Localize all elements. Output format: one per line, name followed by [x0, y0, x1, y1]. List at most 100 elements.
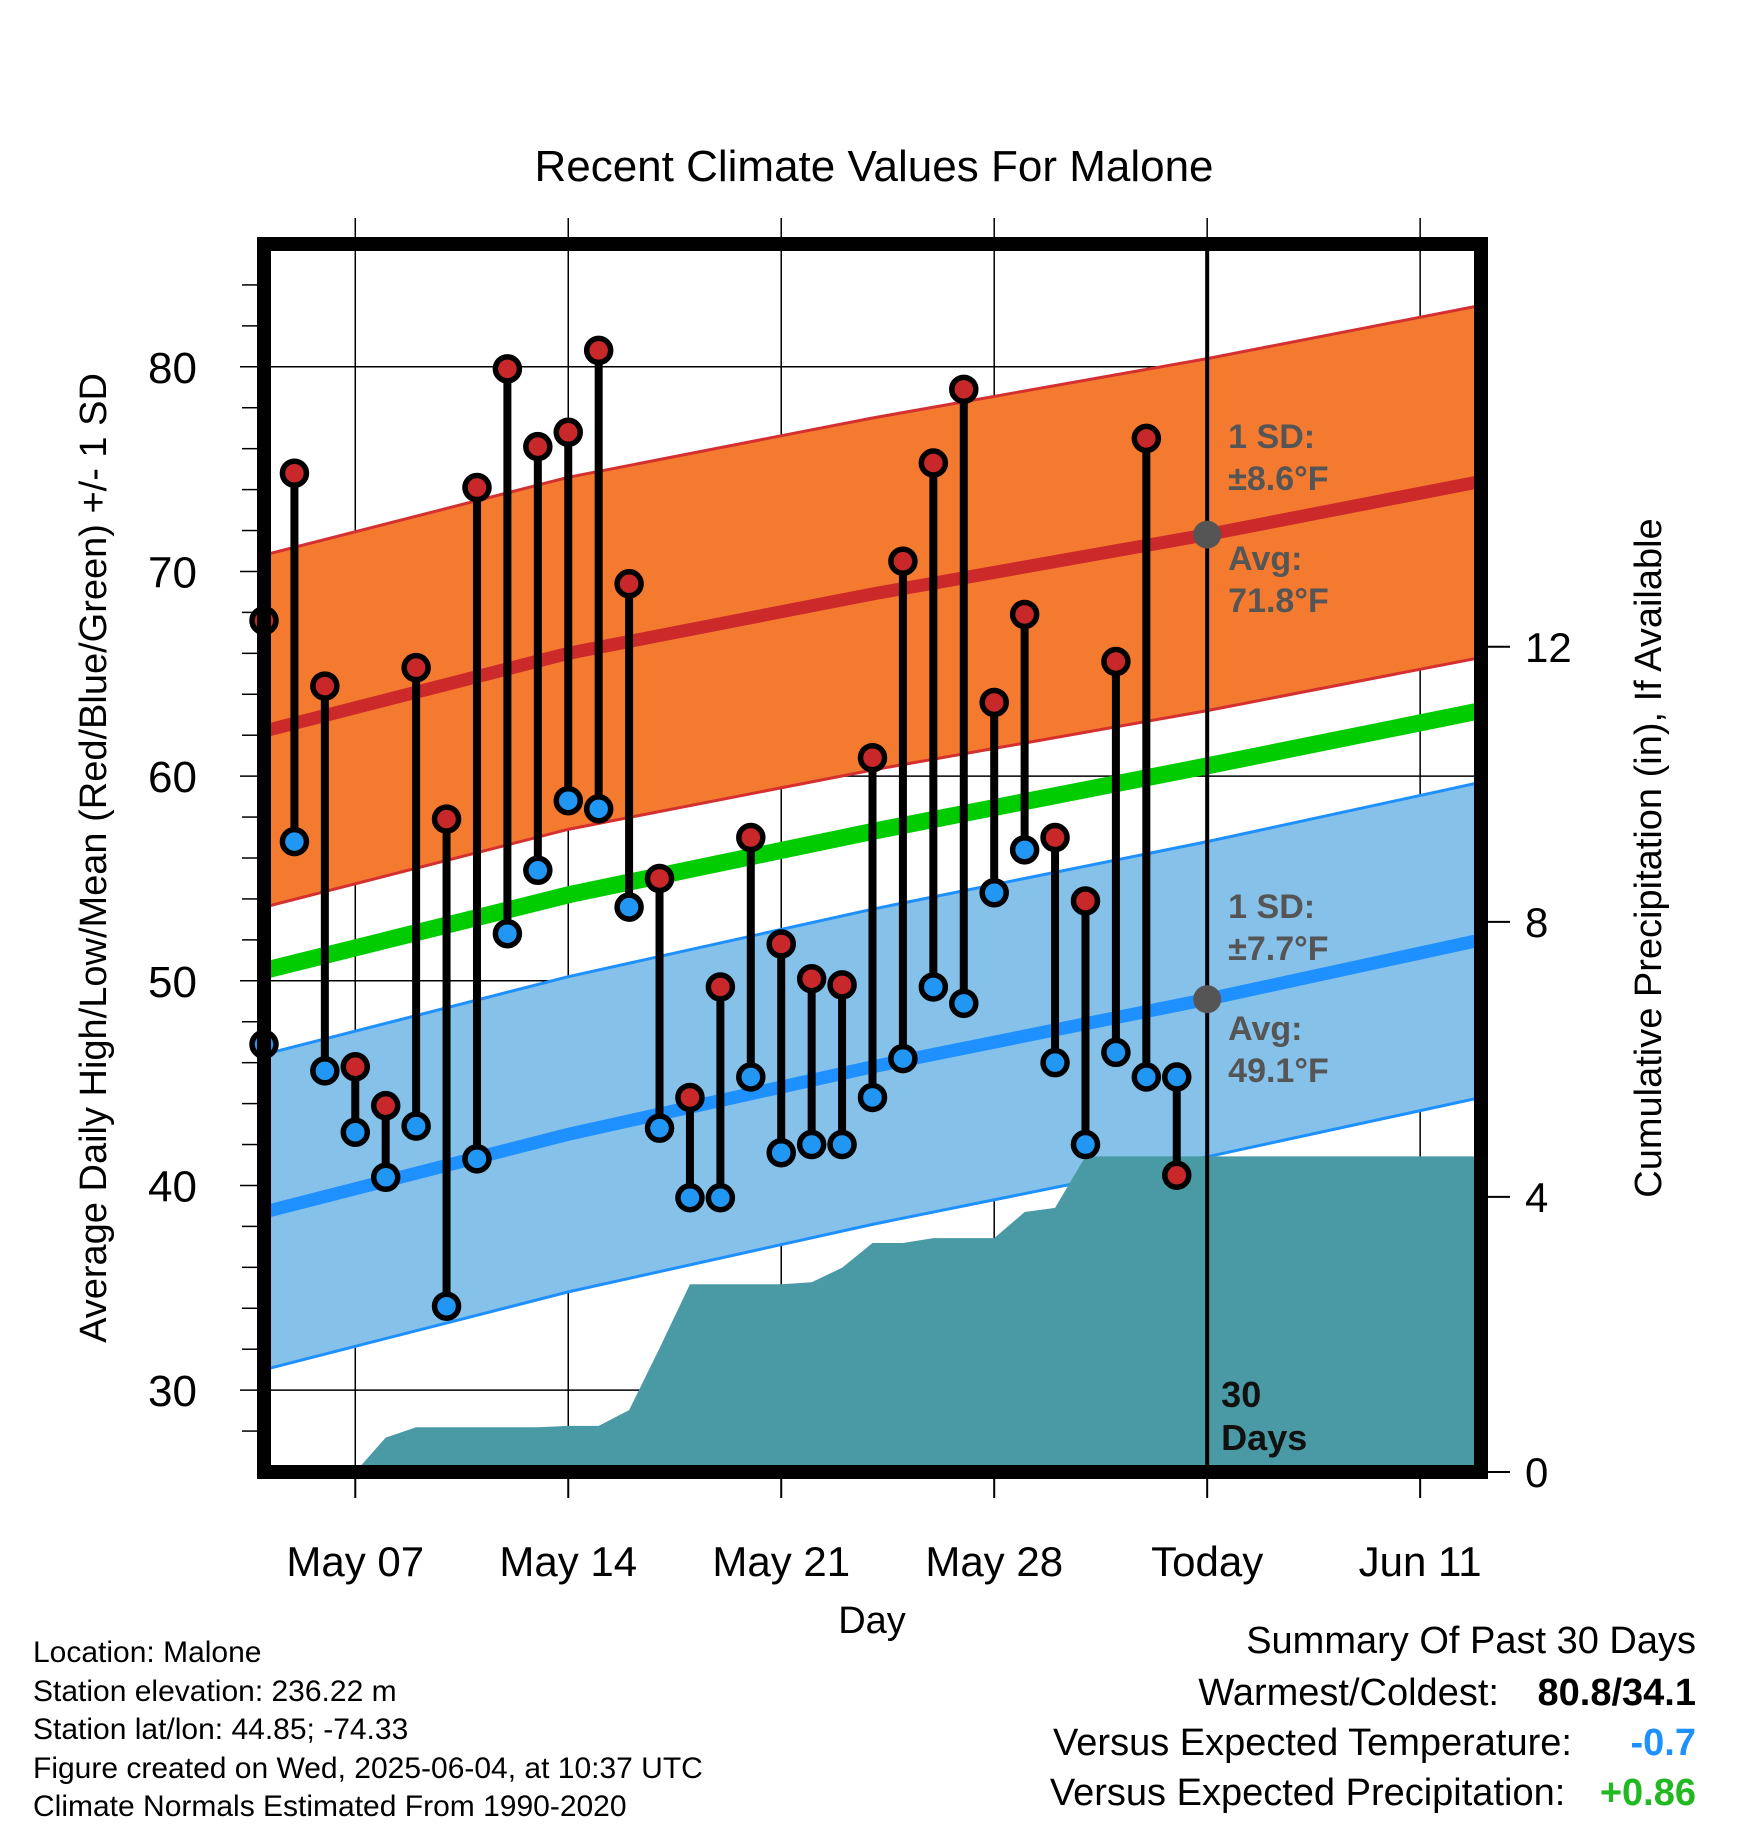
today-label: 30 Days — [1221, 1374, 1307, 1458]
low-temp-point — [1131, 1062, 1162, 1092]
low-sd-annotation: 1 SD: ±7.7°F — [1228, 888, 1328, 968]
high-temp-point — [736, 822, 766, 853]
high-temp-point — [462, 472, 492, 503]
latlon-text: Station lat/lon: 44.85; -74.33 — [33, 1713, 409, 1746]
high-temp-point — [1070, 886, 1101, 916]
x-tick-label: Today — [1151, 1538, 1263, 1585]
y2-tick-label: 8 — [1525, 899, 1548, 946]
x-tick-label: May 21 — [712, 1538, 850, 1585]
elevation-text: Station elevation: 236.22 m — [33, 1674, 397, 1708]
low-temp-point — [1040, 1047, 1070, 1078]
warmest-label: Warmest/Coldest: — [1198, 1672, 1499, 1714]
high-temp-point — [1101, 646, 1131, 677]
station-info: Location: Malone Station elevation: 236.… — [33, 1634, 703, 1827]
summary-title: Summary Of Past 30 Days — [1246, 1620, 1696, 1662]
y-tick-label: 70 — [148, 548, 197, 597]
y2-tick-label: 0 — [1525, 1449, 1548, 1496]
low-temp-point — [1009, 835, 1040, 865]
low-temp-point — [614, 892, 644, 922]
precipitation-area — [355, 1156, 1481, 1472]
low-temp-point — [766, 1137, 796, 1168]
low-temp-point — [553, 785, 583, 816]
high-sd-annotation: 1 SD: ±8.6°F — [1228, 418, 1328, 498]
y-tick-label: 50 — [148, 958, 197, 1007]
summary-temperature: Versus Expected Temperature: -0.7 — [1053, 1722, 1696, 1765]
high-temp-point — [583, 335, 614, 366]
location-text: Location: Malone — [33, 1636, 262, 1669]
low-temp-point — [796, 1129, 827, 1160]
y-tick-label: 30 — [148, 1367, 197, 1416]
low-temp-point — [857, 1082, 888, 1113]
high-temp-point — [705, 972, 736, 1002]
high-temp-point — [644, 863, 675, 894]
low-temp-point — [949, 988, 979, 1019]
low-temp-point — [370, 1162, 401, 1193]
summary-precipitation: Versus Expected Precipitation: +0.86 — [1050, 1772, 1696, 1815]
high-temp-point — [979, 687, 1009, 718]
summary-panel: Summary Of Past 30 Days Warmest/Coldest:… — [796, 1620, 1696, 1820]
high-temp-point — [1162, 1160, 1192, 1190]
y-tick-label: 60 — [148, 753, 197, 802]
daily-temperature-series — [249, 335, 1192, 1321]
created-text: Figure created on Wed, 2025-06-04, at 10… — [33, 1751, 703, 1785]
high-temp-point — [310, 671, 340, 701]
low-temp-point — [705, 1182, 736, 1213]
y2-tick-label: 12 — [1525, 624, 1572, 671]
normal-annotations: 1 SD: ±8.6°F Avg: 71.8°F 1 SD: ±7.7°F Avg: 49.1… — [1193, 418, 1329, 1090]
avg-low-today-marker — [1193, 985, 1222, 1014]
high-temp-point — [675, 1082, 705, 1113]
low-temp-point — [279, 826, 310, 857]
low-band-lower-edge — [264, 1095, 1481, 1372]
low-temp-point — [675, 1182, 705, 1213]
high-temp-point — [279, 458, 310, 488]
high-temp-point — [1009, 599, 1040, 630]
high-temp-point — [1131, 423, 1162, 454]
low-temp-point — [827, 1129, 857, 1160]
low-temp-point — [310, 1056, 340, 1086]
x-tick-label: May 28 — [925, 1538, 1063, 1585]
x-tick-label: Jun 11 — [1359, 1538, 1482, 1585]
precip-value: +0.86 — [1599, 1772, 1696, 1814]
high-temp-point — [827, 970, 857, 1000]
temp-value: -0.7 — [1630, 1722, 1696, 1764]
high-temp-point — [918, 448, 949, 478]
high-temp-point — [766, 929, 796, 959]
avg-high-line — [264, 475, 1481, 738]
low-temp-point — [401, 1111, 431, 1141]
high-temp-point — [857, 742, 888, 773]
x-axis-label: Day — [838, 1600, 906, 1642]
high-temp-point — [796, 964, 827, 994]
high-temp-point — [614, 568, 644, 599]
low-temp-point — [1162, 1062, 1192, 1092]
low-temp-point — [583, 794, 614, 824]
summary-warmest: Warmest/Coldest: 80.8/34.1 — [1198, 1672, 1696, 1715]
y-tick-label: 40 — [148, 1162, 197, 1211]
high-temp-point — [949, 374, 979, 405]
high-avg-annotation: Avg: 71.8°F — [1228, 540, 1329, 620]
y2-tick-label: 4 — [1525, 1174, 1548, 1221]
low-temp-point — [462, 1144, 492, 1174]
low-temp-point — [340, 1117, 371, 1148]
low-temp-point — [523, 855, 553, 886]
low-temp-point — [1101, 1037, 1131, 1068]
axes: 30 40 50 60 70 80 0 4 8 12 May 07 May 14 May 21 May 2… — [148, 284, 1572, 1585]
x-tick-label: May 14 — [499, 1538, 637, 1585]
low-temp-point — [1070, 1129, 1101, 1160]
normals-text: Climate Normals Estimated From 1990-2020 — [33, 1790, 627, 1823]
high-temp-point — [431, 804, 462, 834]
high-temp-point — [340, 1052, 371, 1082]
low-temp-point — [918, 972, 949, 1002]
y-axis-label: Average Daily High/Low/Mean (Red/Blue/Gr… — [73, 373, 115, 1343]
y2-axis-label: Cumulative Precipitation (in), If Availa… — [1628, 518, 1670, 1197]
low-temp-point — [888, 1043, 918, 1074]
high-temp-point — [370, 1090, 401, 1121]
avg-high-today-marker — [1193, 520, 1222, 549]
low-temp-point — [644, 1113, 675, 1143]
precip-label: Versus Expected Precipitation: — [1049, 1772, 1566, 1814]
high-band-upper-edge — [264, 303, 1481, 557]
low-temp-point — [979, 878, 1009, 908]
warmest-value: 80.8/34.1 — [1537, 1672, 1696, 1714]
x-tick-label: May 07 — [286, 1538, 424, 1585]
chart-title: Recent Climate Values For Malone — [534, 142, 1213, 191]
